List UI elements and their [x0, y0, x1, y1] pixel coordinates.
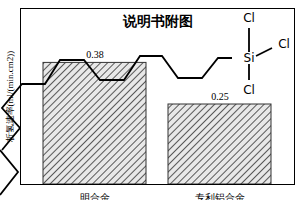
- svg-text:0.25: 0.25: [211, 91, 229, 102]
- svg-text:说明书附图: 说明书附图: [122, 14, 193, 29]
- svg-text:Cl: Cl: [278, 37, 290, 51]
- svg-text:明合金: 明合金: [80, 192, 110, 200]
- svg-text:Cl: Cl: [243, 83, 255, 97]
- svg-text:Cl: Cl: [243, 11, 255, 25]
- svg-text:析氢速率(ml/(min.cm2)): 析氢速率(ml/(min.cm2)): [5, 51, 15, 144]
- svg-text:专利铝合金: 专利铝合金: [195, 192, 245, 200]
- svg-text:Si: Si: [244, 51, 255, 65]
- svg-text:0.38: 0.38: [86, 49, 104, 60]
